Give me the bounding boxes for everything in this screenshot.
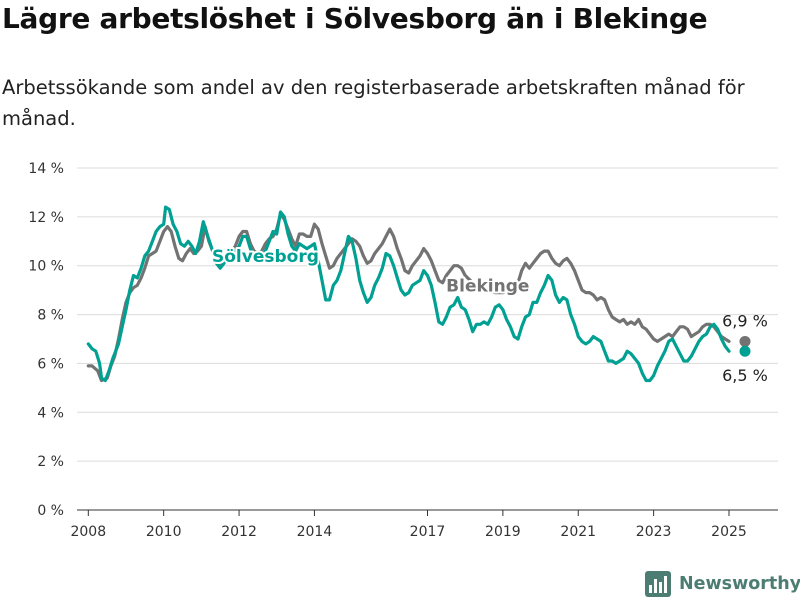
x-tick-label: 2025 (711, 524, 747, 540)
x-tick-label: 2014 (297, 524, 333, 540)
series-name-label: Blekinge (446, 276, 529, 296)
y-tick-label: 2 % (37, 454, 64, 470)
end-point-marker (739, 345, 751, 357)
x-tick-label: 2019 (485, 524, 521, 540)
chart-subtitle: Arbetssökande som andel av den registerb… (2, 76, 745, 130)
y-axis-tick-labels: 0 % 2 % 4 % 6 % 8 % 10 % 12 % 14 % (28, 161, 64, 519)
end-value-label: 6,9 % (722, 311, 768, 330)
series-labels: 6,9 % Blekinge 6,5 % Sölvesborg (210, 245, 768, 385)
series-lines (86, 205, 731, 383)
x-tick-label: 2012 (221, 524, 257, 540)
series-line-slvesborg (86, 205, 731, 383)
chart-title: Lägre arbetslöshet i Sölvesborg än i Ble… (2, 2, 708, 35)
x-tick-label: 2023 (636, 524, 672, 540)
brand-name: Newsworthy (679, 574, 800, 594)
x-tick-label: 2010 (146, 524, 182, 540)
y-tick-label: 10 % (28, 259, 64, 275)
series-name-label: Sölvesborg (212, 247, 319, 267)
gridlines (77, 167, 778, 511)
newsworthy-brand: Newsworthy (645, 570, 800, 598)
end-point-marker (739, 335, 751, 347)
bar-chart-logo-icon (645, 571, 671, 597)
x-tick-label: 2008 (70, 524, 106, 540)
x-tick-label: 2021 (560, 524, 596, 540)
x-axis: 2008 2010 2012 2014 2017 2019 2021 2023 2025 (70, 510, 747, 540)
y-tick-label: 4 % (37, 405, 64, 421)
y-tick-label: 12 % (28, 210, 64, 226)
y-tick-label: 14 % (28, 161, 64, 177)
y-tick-label: 0 % (37, 503, 64, 519)
series-line-blekinge (86, 212, 731, 383)
x-tick-label: 2017 (410, 524, 446, 540)
end-value-label: 6,5 % (722, 366, 768, 385)
y-tick-label: 8 % (37, 308, 64, 324)
y-tick-label: 6 % (37, 356, 64, 372)
